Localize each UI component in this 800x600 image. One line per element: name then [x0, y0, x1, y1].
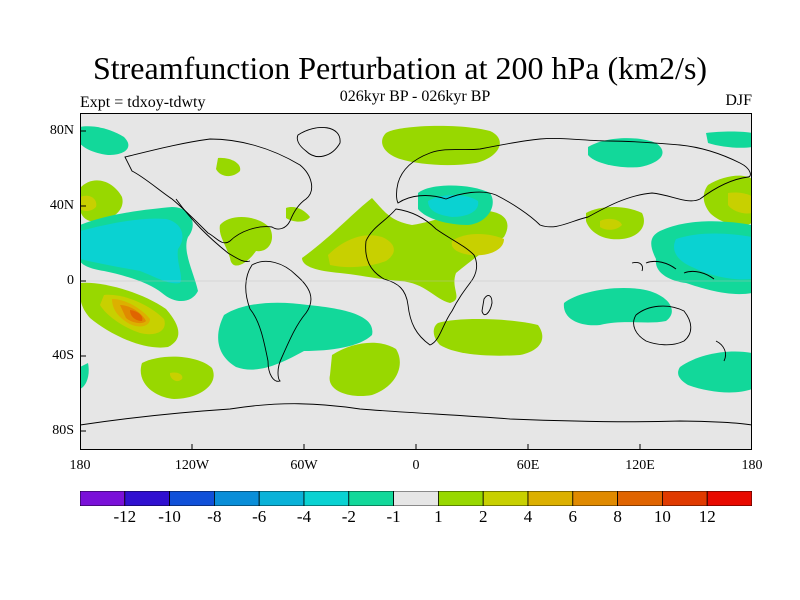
- colorbar-label: 10: [653, 507, 671, 526]
- lat-label-0: 0: [67, 273, 74, 288]
- colorbar-swatch: [393, 491, 439, 506]
- season-label: DJF: [725, 92, 752, 109]
- streamfunction-map: [80, 113, 752, 450]
- colorbar-label: 4: [523, 507, 533, 526]
- colorbar-swatch: [482, 491, 529, 506]
- colorbar-label: 8: [613, 507, 622, 526]
- colorbar-swatch: [124, 491, 170, 506]
- lon-label-0: 0: [412, 458, 420, 473]
- colorbar-swatch: [437, 491, 484, 506]
- colorbar-swatch: [617, 491, 663, 506]
- colorbar-swatch: [258, 491, 305, 506]
- lat-label-40n: 40N: [49, 198, 74, 213]
- colorbar-label: -1: [386, 507, 401, 526]
- colorbar-label: -10: [158, 507, 181, 526]
- colorbar-label: 12: [698, 507, 716, 526]
- lon-label-120e: 120E: [625, 458, 655, 473]
- colorbar-label: -2: [341, 507, 356, 526]
- coastlines: [80, 127, 752, 426]
- colorbar-swatch: [348, 491, 394, 506]
- colorbar-swatch: [303, 491, 350, 506]
- colorbar-swatch: [80, 491, 126, 506]
- colorbar-label: -6: [252, 507, 267, 526]
- colorbar-swatch: [169, 491, 215, 506]
- experiment-label: Expt = tdxoy-tdwty: [80, 94, 206, 111]
- lon-label-60e: 60E: [516, 458, 540, 473]
- colorbar-swatch: [527, 491, 574, 506]
- colorbar-swatch: [662, 491, 708, 506]
- lat-label-80n: 80N: [49, 123, 74, 138]
- map-subtitle: 026kyr BP - 026kyr BP: [339, 88, 491, 105]
- colorbar-swatch: [706, 491, 752, 506]
- colorbar-label: 2: [478, 507, 488, 526]
- colorbar-label: -8: [207, 507, 222, 526]
- map-title: Streamfunction Perturbation at 200 hPa (…: [92, 50, 708, 86]
- colorbar-label: 6: [568, 507, 578, 526]
- lon-label-180w: 180: [69, 458, 91, 473]
- axis-ticks: [80, 130, 641, 450]
- colorbar-label: -12: [113, 507, 137, 526]
- colorbar-label: 1: [434, 507, 443, 526]
- colorbar-label: -4: [296, 507, 312, 526]
- colorbar-swatch: [213, 491, 260, 506]
- colorbar: [80, 491, 752, 506]
- lon-label-120w: 120W: [174, 458, 210, 473]
- lat-label-40s: 40S: [52, 348, 74, 363]
- negative-anomaly-regions: [80, 126, 752, 393]
- lat-label-80s: 80S: [52, 423, 74, 438]
- positive-anomaly-regions: [80, 125, 752, 399]
- lon-label-60w: 60W: [290, 458, 318, 473]
- colorbar-swatch: [572, 491, 618, 506]
- lon-label-180e: 180: [741, 458, 763, 473]
